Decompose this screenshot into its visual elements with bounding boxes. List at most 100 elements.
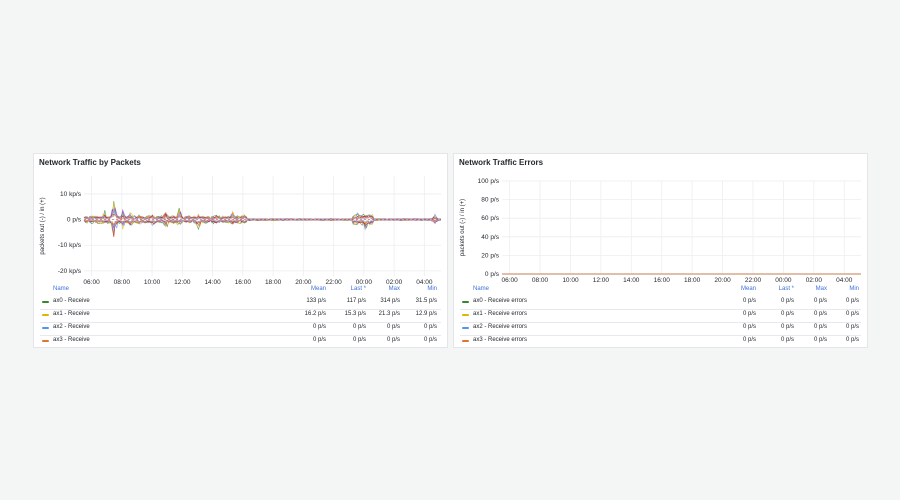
legend-header-name[interactable]: Name — [473, 286, 490, 292]
series-name: ax3 - Receive — [53, 337, 90, 343]
legend-row[interactable]: ax3 - Receive errors 0 p/s 0 p/s 0 p/s 0… — [454, 335, 867, 348]
last-value: 0 p/s — [780, 337, 794, 343]
min-value: 0 p/s — [845, 324, 859, 330]
series-name: ax1 - Receive errors — [473, 311, 528, 317]
legend-header-mean[interactable]: Mean — [740, 286, 756, 292]
row-divider — [460, 335, 861, 336]
panel-title[interactable]: Network Traffic by Packets — [39, 158, 141, 167]
legend-header-last[interactable]: Last * — [778, 286, 794, 292]
packets-chart[interactable]: 10 kp/s 0 p/s -10 kp/s -20 kp/s06:00 08:00 10… — [34, 154, 449, 286]
x-tick-label: 22:00 — [325, 279, 342, 286]
row-divider — [460, 322, 861, 323]
series-line — [83, 208, 442, 220]
y-tick-label: 0 p/s — [67, 217, 82, 224]
series-color-swatch — [462, 314, 469, 316]
legend-row[interactable]: ax2 - Receive errors 0 p/s 0 p/s 0 p/s 0… — [454, 322, 867, 335]
legend-header: Name Mean Last * Max Min — [454, 286, 867, 296]
legend-row[interactable]: ax1 - Receive errors 0 p/s 0 p/s 0 p/s 0… — [454, 309, 867, 322]
series-color-swatch — [42, 301, 49, 303]
x-tick-label: 16:00 — [235, 279, 252, 286]
mean-value: 0 p/s — [742, 311, 756, 317]
series-color-swatch — [42, 340, 49, 342]
last-value: 0 p/s — [352, 324, 366, 330]
mean-value: 0 p/s — [742, 324, 756, 330]
x-tick-label: 06:00 — [83, 279, 100, 286]
last-value: 0 p/s — [780, 298, 794, 304]
x-tick-label: 20:00 — [295, 279, 312, 286]
x-tick-label: 02:00 — [386, 279, 403, 286]
min-value: 0 p/s — [845, 311, 859, 317]
mean-value: 16.2 p/s — [304, 311, 326, 317]
x-tick-label: 20:00 — [714, 277, 731, 284]
legend-row[interactable]: ax1 - Receive 16.2 p/s 15.3 p/s 21.3 p/s… — [34, 309, 447, 322]
max-value: 0 p/s — [386, 324, 400, 330]
y-tick-label: -10 kp/s — [58, 242, 82, 249]
max-value: 0 p/s — [813, 324, 827, 330]
x-tick-label: 18:00 — [265, 279, 282, 286]
x-tick-label: 06:00 — [501, 277, 518, 284]
errors-chart[interactable]: 100 p/s 80 p/s 60 p/s 40 p/s 20 p/s 0 p/s06:0… — [454, 154, 869, 286]
y-tick-label: 60 p/s — [481, 215, 499, 222]
min-value: 31.5 p/s — [415, 298, 437, 304]
last-value: 117 p/s — [346, 298, 366, 304]
series-name: ax0 - Receive — [53, 298, 90, 304]
x-tick-label: 02:00 — [806, 277, 823, 284]
x-tick-label: 04:00 — [416, 279, 433, 286]
last-value: 0 p/s — [780, 324, 794, 330]
min-value: 12.9 p/s — [415, 311, 437, 317]
legend-row[interactable]: ax0 - Receive 133 p/s 117 p/s 314 p/s 31… — [34, 296, 447, 309]
mean-value: 0 p/s — [312, 324, 326, 330]
max-value: 21.3 p/s — [378, 311, 400, 317]
y-tick-label: 80 p/s — [481, 197, 499, 204]
min-value: 0 p/s — [423, 324, 437, 330]
legend-header-mean[interactable]: Mean — [310, 286, 326, 292]
x-tick-label: 14:00 — [623, 277, 640, 284]
mean-value: 133 p/s — [306, 298, 326, 304]
min-value: 0 p/s — [845, 337, 859, 343]
max-value: 0 p/s — [813, 311, 827, 317]
row-divider — [40, 309, 441, 310]
y-tick-label: 10 kp/s — [60, 191, 82, 198]
min-value: 0 p/s — [423, 337, 437, 343]
legend-header-name[interactable]: Name — [53, 286, 70, 292]
series-color-swatch — [462, 340, 469, 342]
series-line — [83, 211, 442, 220]
max-value: 0 p/s — [386, 337, 400, 343]
y-tick-label: 100 p/s — [478, 178, 500, 185]
series-color-swatch — [42, 314, 49, 316]
legend-row[interactable]: ax0 - Receive errors 0 p/s 0 p/s 0 p/s 0… — [454, 296, 867, 309]
y-tick-label: 20 p/s — [481, 252, 499, 259]
legend-header-last[interactable]: Last * — [350, 286, 366, 292]
series-name: ax3 - Receive errors — [473, 337, 528, 343]
y-tick-label: 40 p/s — [481, 234, 499, 241]
min-value: 0 p/s — [845, 298, 859, 304]
x-tick-label: 10:00 — [144, 279, 161, 286]
legend-row[interactable]: ax2 - Receive 0 p/s 0 p/s 0 p/s 0 p/s — [34, 322, 447, 335]
x-tick-label: 14:00 — [204, 279, 221, 286]
series-name: ax1 - Receive — [53, 311, 90, 317]
legend-header-max[interactable]: Max — [388, 286, 400, 292]
panel-title[interactable]: Network Traffic Errors — [459, 158, 544, 167]
series-line — [83, 219, 441, 231]
row-divider — [460, 309, 861, 310]
mean-value: 0 p/s — [742, 337, 756, 343]
y-tick-label: 0 p/s — [485, 271, 500, 278]
y-axis-label: packets out (-) / in (+) — [460, 199, 466, 256]
x-tick-label: 08:00 — [532, 277, 549, 284]
legend-header-max[interactable]: Max — [815, 286, 827, 292]
last-value: 0 p/s — [780, 311, 794, 317]
x-tick-label: 18:00 — [684, 277, 701, 284]
x-tick-label: 12:00 — [593, 277, 610, 284]
series-line — [83, 219, 442, 233]
y-tick-label: -20 kp/s — [58, 268, 82, 275]
network-traffic-packets-panel: Network Traffic by Packets 10 kp/s 0 p/s -… — [33, 153, 448, 348]
network-traffic-errors-panel: Network Traffic Errors 100 p/s 80 p/s 60 p… — [453, 153, 868, 348]
row-divider — [40, 335, 441, 336]
last-value: 15.3 p/s — [344, 311, 366, 317]
legend-header-min[interactable]: Min — [849, 286, 859, 292]
legend-row[interactable]: ax3 - Receive 0 p/s 0 p/s 0 p/s 0 p/s — [34, 335, 447, 348]
x-tick-label: 04:00 — [836, 277, 853, 284]
x-tick-label: 00:00 — [775, 277, 792, 284]
max-value: 0 p/s — [813, 337, 827, 343]
legend-header-min[interactable]: Min — [427, 286, 437, 292]
